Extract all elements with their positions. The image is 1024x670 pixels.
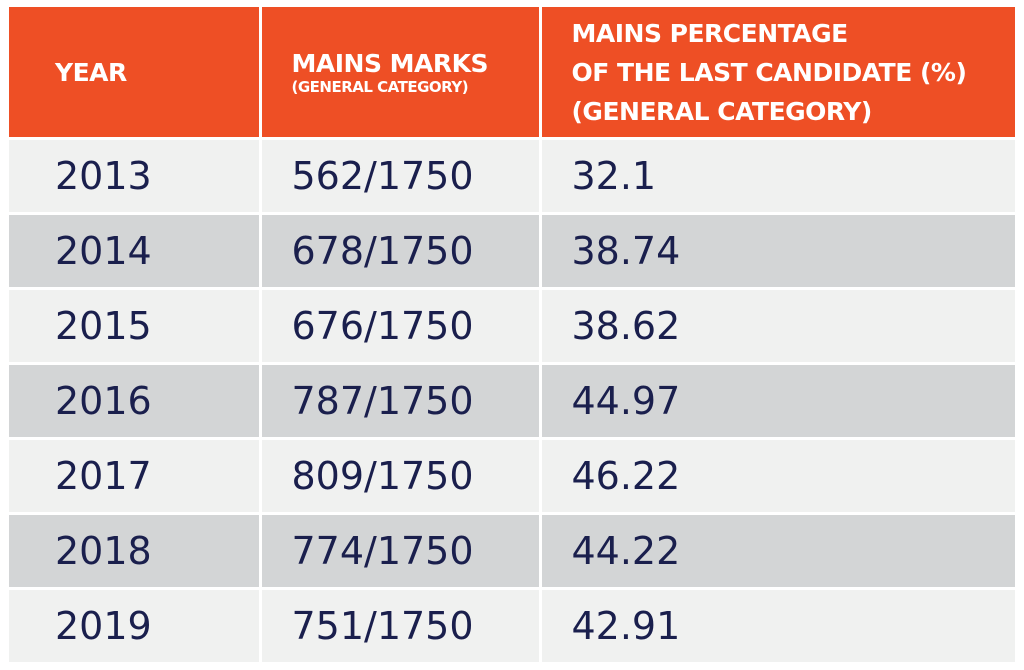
cell-marks: 676/1750: [260, 287, 542, 364]
header-pct-line1: MAINS PERCENTAGE: [571, 18, 849, 48]
cell-year: 2015: [9, 287, 262, 364]
cell-percentage: 42.91: [540, 587, 1015, 662]
table-row: 2016 787/1750 44.97: [9, 362, 1015, 439]
cell-marks: 809/1750: [260, 437, 542, 514]
cell-year: 2017: [9, 437, 262, 514]
cell-percentage: 46.22: [540, 437, 1015, 514]
cell-percentage: 38.62: [540, 287, 1015, 364]
cell-year: 2014: [9, 212, 262, 289]
cutoff-table-container: YEAR MAINS MARKS (GENERAL CATEGORY) MAIN…: [9, 7, 1015, 663]
cell-percentage: 38.74: [540, 212, 1015, 289]
header-year-label: YEAR: [55, 57, 127, 87]
table-header-row: YEAR MAINS MARKS (GENERAL CATEGORY) MAIN…: [9, 7, 1015, 139]
header-pct-line2: OF THE LAST CANDIDATE (%): [571, 57, 967, 87]
header-mains-percentage: MAINS PERCENTAGE OF THE LAST CANDIDATE (…: [540, 7, 1015, 139]
cell-year: 2016: [9, 362, 262, 439]
cell-marks: 751/1750: [260, 587, 542, 662]
table-row: 2018 774/1750 44.22: [9, 512, 1015, 589]
cell-percentage: 44.22: [540, 512, 1015, 589]
cell-marks: 774/1750: [260, 512, 542, 589]
cell-year: 2013: [9, 137, 262, 214]
header-year: YEAR: [9, 7, 262, 139]
header-mains-marks-label: MAINS MARKS: [291, 48, 489, 78]
table-row: 2019 751/1750 42.91: [9, 587, 1015, 662]
cell-percentage: 32.1: [540, 137, 1015, 214]
cell-year: 2018: [9, 512, 262, 589]
header-mains-marks: MAINS MARKS (GENERAL CATEGORY): [260, 7, 542, 139]
cell-marks: 787/1750: [260, 362, 542, 439]
table-row: 2015 676/1750 38.62: [9, 287, 1015, 364]
table-row: 2017 809/1750 46.22: [9, 437, 1015, 514]
cell-percentage: 44.97: [540, 362, 1015, 439]
cutoff-table: YEAR MAINS MARKS (GENERAL CATEGORY) MAIN…: [9, 7, 1015, 662]
header-mains-marks-sublabel: (GENERAL CATEGORY): [291, 77, 469, 96]
table-row: 2014 678/1750 38.74: [9, 212, 1015, 289]
cell-year: 2019: [9, 587, 262, 662]
cell-marks: 678/1750: [260, 212, 542, 289]
cell-marks: 562/1750: [260, 137, 542, 214]
table-row: 2013 562/1750 32.1: [9, 137, 1015, 214]
header-pct-line3: (GENERAL CATEGORY): [571, 96, 873, 126]
